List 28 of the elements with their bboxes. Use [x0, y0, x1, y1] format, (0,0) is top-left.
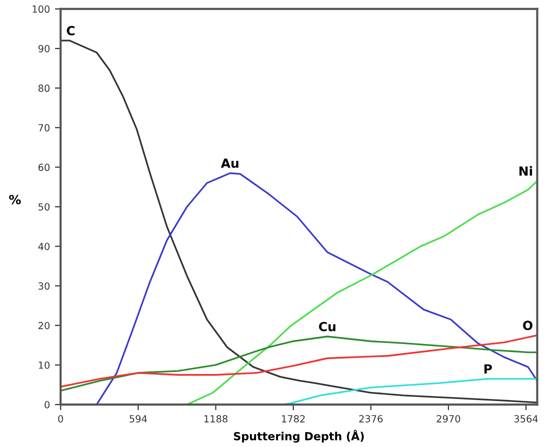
y-tick-label: 60	[38, 164, 50, 172]
x-tick-label: 1188	[204, 415, 228, 422]
series-label: P	[484, 364, 492, 374]
x-tick-label: 1782	[282, 415, 305, 422]
x-tick-label: 594	[130, 415, 147, 422]
y-tick-label: 80	[38, 84, 50, 92]
y-tick-label: 100	[32, 5, 50, 13]
series-label: Ni	[519, 166, 532, 176]
y-tick-label: 70	[38, 124, 50, 132]
y-axis-title: %	[9, 194, 21, 204]
series-label: O	[523, 320, 532, 330]
y-tick-label: 0	[44, 401, 50, 408]
line-series	[186, 180, 538, 405]
x-tick-label: 0	[58, 415, 64, 422]
series-label: Cu	[318, 322, 336, 332]
y-tick-label: 20	[38, 322, 50, 330]
y-tick-label: 50	[38, 203, 50, 211]
x-tick-label: 3564	[514, 415, 538, 422]
series-label: C	[66, 26, 75, 36]
y-tick-label: 40	[38, 242, 50, 250]
x-tick-label: 2970	[436, 415, 460, 422]
x-tick-label: 2376	[359, 415, 383, 422]
x-axis-title: Sputtering Depth (Å)	[234, 430, 364, 443]
y-tick-label: 10	[38, 361, 50, 369]
y-tick-label: 30	[38, 282, 50, 290]
series-label: Au	[220, 158, 238, 168]
line-series	[60, 40, 538, 404]
y-tick-label: 90	[38, 44, 50, 52]
